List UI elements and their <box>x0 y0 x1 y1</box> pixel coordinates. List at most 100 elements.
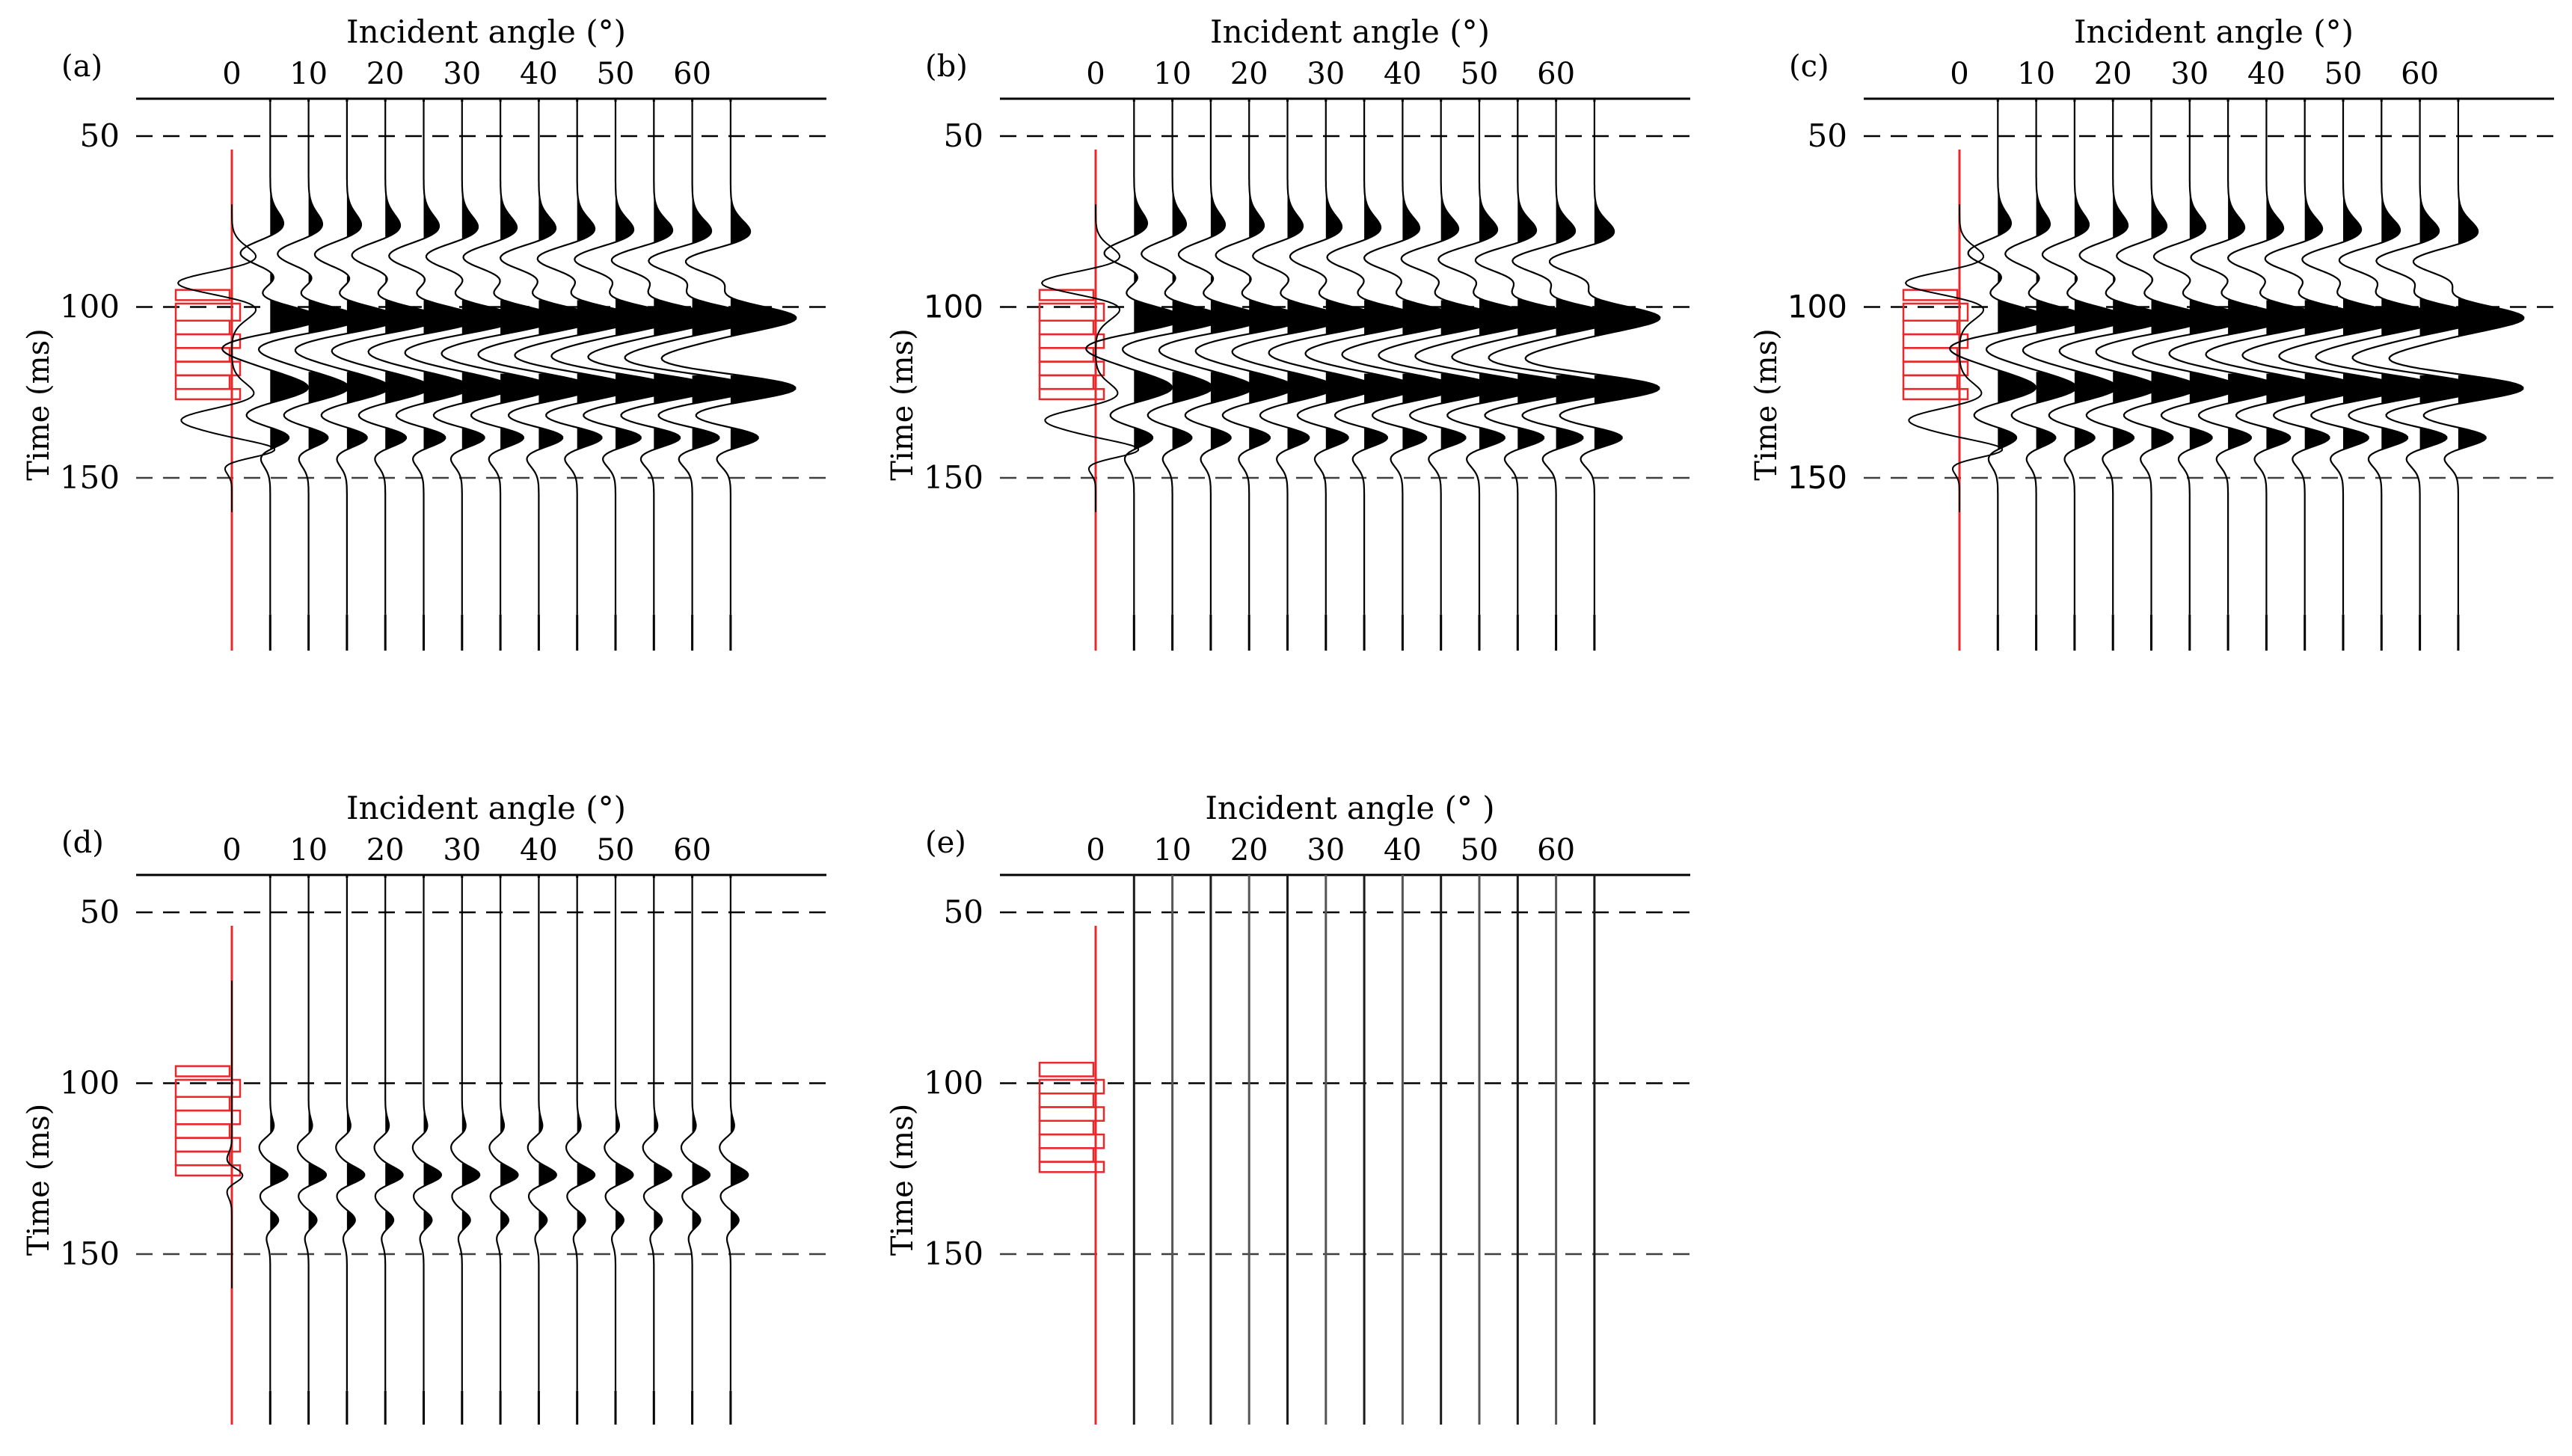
trace-wiggle <box>2095 102 2208 615</box>
trace-wiggle <box>514 102 639 615</box>
y-axis-title: Time (ms) <box>22 328 56 480</box>
trace-wiggle <box>1304 102 1423 615</box>
y-tick-label: 150 <box>60 1235 120 1272</box>
trace-wiggle <box>550 102 678 615</box>
reflectivity-box <box>1038 333 1105 349</box>
trace-fill <box>461 1108 480 1232</box>
trace-wiggle <box>2205 102 2327 615</box>
reflectivity-box <box>1902 360 1969 377</box>
panel-label: (a) <box>61 49 102 84</box>
y-tick-label: 150 <box>924 1235 983 1272</box>
y-tick-label: 100 <box>924 289 983 325</box>
trace-wiggle <box>604 878 634 1391</box>
x-tick-label: 60 <box>1537 57 1575 91</box>
reflectivity-box <box>1038 1161 1105 1173</box>
x-tick-label: 20 <box>366 57 405 91</box>
trace-fill <box>270 191 320 451</box>
trace-wiggle <box>527 878 557 1391</box>
trace-fill <box>308 1108 326 1232</box>
trace-wiggle <box>1378 102 1503 615</box>
trace-wiggle <box>719 878 749 1391</box>
x-tick-label: 30 <box>443 833 481 867</box>
trace-wiggle <box>411 878 443 1391</box>
reflectivity-box <box>174 387 242 401</box>
x-tick-label: 60 <box>673 833 711 867</box>
panel-a: (a) Incident angle (°) 0 10 20 30 40 50 60 Time (… <box>22 13 826 651</box>
panel-label: (c) <box>1789 49 1829 84</box>
x-axis-title: Incident angle (°) <box>1210 13 1490 50</box>
trace-fill <box>308 191 360 451</box>
trace-fill <box>346 1108 365 1232</box>
trace-wiggle <box>1158 102 1265 615</box>
x-tick-label: 0 <box>222 57 241 91</box>
trace-wiggle <box>1085 102 1185 615</box>
trace-wiggle <box>404 102 520 615</box>
reflectivity-box <box>1038 1147 1095 1163</box>
trace-wiggle <box>488 878 519 1391</box>
trace-fill <box>270 1108 288 1232</box>
trace-wiggle <box>373 878 404 1391</box>
y-tick-label: 150 <box>924 459 983 496</box>
x-tick-label: 20 <box>1230 833 1268 867</box>
y-tick-label: 100 <box>924 1065 983 1102</box>
y-axis-title: Time (ms) <box>1749 328 1784 480</box>
reflectivity-box <box>174 289 231 301</box>
trace-wiggle <box>2388 102 2525 615</box>
x-tick-label: 40 <box>520 833 558 867</box>
reflectivity-box <box>1038 374 1095 390</box>
trace-wiggle <box>565 878 596 1391</box>
reflectivity-box <box>174 333 242 349</box>
reflectivity-box <box>1902 333 1969 349</box>
reflectivity-box <box>1038 1106 1105 1122</box>
trace-wiggle <box>2315 102 2446 615</box>
trace-wiggle <box>1524 102 1661 615</box>
reflectivity-box <box>174 319 231 336</box>
trace-fill <box>692 1108 710 1232</box>
trace-wiggle <box>335 878 366 1391</box>
reflectivity-box <box>174 1065 231 1078</box>
trace-wiggle <box>2058 102 2168 615</box>
reflectivity-box <box>1902 374 1959 390</box>
reflectivity-box <box>1038 1078 1105 1095</box>
reflectivity-box <box>1902 289 1959 301</box>
x-tick-label: 40 <box>2247 57 2286 91</box>
trace-fill <box>2036 191 2087 451</box>
panel-b: (b) Incident angle (°) 0 10 20 30 40 50 60 Time (… <box>886 13 1690 651</box>
trace-fill <box>385 1108 403 1232</box>
trace-wiggle <box>367 102 480 615</box>
x-axis-title: Incident angle (° ) <box>1205 790 1494 826</box>
trace-wiggle <box>1488 102 1621 615</box>
x-tick-label: 10 <box>289 833 328 867</box>
trace-wiggle <box>2241 102 2366 615</box>
trace-wiggle <box>477 102 599 615</box>
trace-wiggle <box>257 102 360 615</box>
reflectivity-box <box>1038 1119 1095 1136</box>
reflectivity-box <box>174 1123 231 1139</box>
y-tick-label: 150 <box>60 459 120 496</box>
reflectivity-box <box>1902 347 1959 363</box>
reference-wiggle <box>226 980 244 1288</box>
x-tick-label: 50 <box>597 833 635 867</box>
trace-wiggle <box>2131 102 2247 615</box>
x-tick-label: 20 <box>2094 57 2132 91</box>
trace-wiggle <box>1985 102 2088 615</box>
x-tick-label: 50 <box>1461 833 1499 867</box>
trace-wiggle <box>1341 102 1463 615</box>
reference-wiggle <box>1904 204 2004 512</box>
trace-fill <box>1134 191 1184 451</box>
x-tick-label: 40 <box>1384 57 1422 91</box>
trace-fill <box>730 196 797 451</box>
x-tick-label: 30 <box>2170 57 2209 91</box>
trace-wiggle <box>1121 102 1224 615</box>
x-tick-label: 10 <box>289 57 328 91</box>
trace-wiggle <box>1194 102 1304 615</box>
trace-wiggle <box>221 102 321 615</box>
reflectivity-box <box>174 1150 231 1167</box>
x-tick-label: 10 <box>1153 57 1191 91</box>
x-tick-label: 50 <box>597 57 635 91</box>
trace-fill <box>1172 191 1224 451</box>
y-tick-label: 50 <box>80 117 120 154</box>
x-axis-title: Incident angle (°) <box>346 13 626 50</box>
trace-fill <box>730 1108 749 1232</box>
